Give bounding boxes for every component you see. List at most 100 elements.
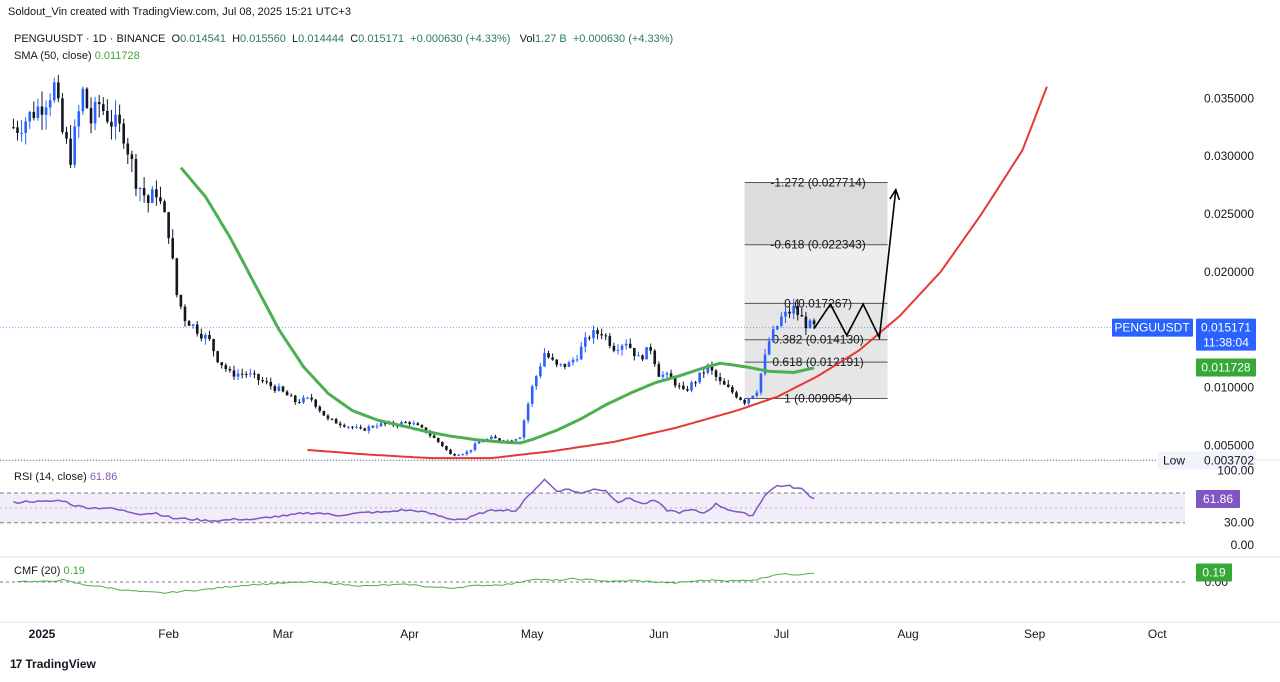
candle-body (649, 347, 652, 351)
candle-body (441, 442, 444, 447)
candle-body (461, 454, 465, 456)
candle-body (52, 82, 56, 101)
candle-body (620, 345, 624, 350)
cmf-legend[interactable]: CMF (20) 0.19 (14, 565, 85, 577)
candle-body (240, 373, 244, 375)
candle-body (334, 419, 338, 424)
candle-body (48, 100, 52, 108)
attribution-text: Soldout_Vin created with TradingView.com… (8, 6, 351, 18)
candle-body (36, 106, 40, 118)
candle-body (612, 345, 616, 351)
candle-body (420, 425, 424, 428)
candle-body (539, 366, 542, 377)
rsi-legend[interactable]: RSI (14, close) 61.86 (14, 471, 117, 483)
time-axis-tick: Sep (1024, 627, 1046, 641)
price-axis-tick: 0.020000 (1204, 265, 1254, 279)
candle-body (755, 392, 759, 396)
candle-body (208, 334, 211, 340)
price-tag-bg (1196, 318, 1256, 351)
candle-body (101, 104, 105, 111)
tradingview-logo[interactable]: 17 TradingView (10, 657, 96, 671)
sma-legend[interactable]: SMA (50, close) 0.011728 (14, 50, 140, 62)
cmf-tag-value: 0.19 (1202, 566, 1226, 580)
candle-body (175, 258, 179, 296)
fib-level-label-0: -1.272 (0.027714) (770, 176, 865, 190)
candle-body (187, 321, 191, 326)
candle-body (563, 363, 567, 367)
price-axis-tick: 0.010000 (1204, 381, 1254, 395)
rsi-legend-value: 61.86 (89, 471, 118, 483)
candle-body (579, 346, 583, 360)
candle-body (494, 436, 497, 439)
candle-body (61, 98, 64, 132)
candle-body (298, 402, 301, 404)
fib-level-label-3: 0.382 (0.014130) (772, 333, 863, 347)
fib-zone-upper (744, 182, 888, 245)
candle-body (200, 333, 203, 339)
candle-body (89, 108, 93, 124)
candle-body (453, 454, 456, 456)
candle-body (73, 126, 76, 165)
rsi-tag-bg (1196, 490, 1240, 509)
candle-body (281, 386, 285, 392)
close-label: C (350, 33, 359, 45)
candle-body (93, 102, 97, 124)
candle-body (359, 427, 362, 429)
volume-value: 1.27 B (534, 33, 567, 45)
projection-arrowhead (889, 187, 901, 201)
symbol-tag-label: PENGUUSDT (1114, 321, 1190, 335)
fib-level-label-1: -0.618 (0.022343) (770, 238, 865, 252)
candle-body (759, 373, 763, 393)
candle-body (314, 399, 317, 407)
candle-body (371, 426, 375, 428)
candle-body (698, 372, 701, 383)
candle-body (195, 324, 199, 334)
candle-body (375, 426, 379, 428)
volume-change: +0.000630 (+4.33%) (572, 33, 674, 45)
candle-body (637, 355, 640, 357)
time-axis-tick: Feb (158, 627, 179, 641)
rsi-axis-tick: 30.00 (1224, 516, 1254, 530)
candle-body (383, 423, 387, 425)
candle-body (114, 114, 117, 127)
candle-body (457, 454, 460, 456)
candle-body (416, 423, 420, 426)
candle-body (77, 111, 81, 127)
candle-body (159, 197, 162, 202)
low-label: L (292, 33, 299, 45)
candle-body (661, 374, 665, 377)
parabolic-support-curve (307, 86, 1048, 460)
sma-tag-bg (1196, 358, 1256, 377)
candle-body (12, 127, 15, 129)
candle-body (220, 362, 224, 366)
low-tag-value: 0.003702 (1204, 453, 1254, 467)
candle-body (628, 343, 632, 348)
candle-body (731, 387, 734, 393)
candle-body (710, 364, 714, 371)
candle-body (686, 389, 689, 391)
fib-level-label-5: 1 (0.009054) (784, 391, 852, 405)
candle-body (490, 436, 493, 440)
fib-zone-lower (744, 303, 888, 399)
candle-body (142, 188, 146, 196)
candle-body (379, 423, 383, 427)
cmf-tag-bg (1196, 563, 1232, 582)
candle-body (85, 88, 89, 109)
candle-body (322, 410, 326, 416)
candle-body (469, 449, 473, 452)
candle-body (224, 365, 228, 370)
candle-body (690, 382, 693, 391)
symbol-line[interactable]: PENGUUSDT · 1D · BINANCE (14, 33, 166, 45)
low-value: 0.014444 (298, 33, 345, 45)
candle-body (97, 102, 101, 105)
candle-body (776, 325, 779, 330)
candle-body (44, 107, 48, 115)
candle-body (24, 121, 27, 133)
time-axis-tick: Oct (1148, 627, 1167, 641)
candle-body (179, 295, 183, 307)
candle-body (155, 189, 158, 198)
candle-body (351, 426, 354, 428)
candle-body (20, 132, 23, 134)
candle-body (481, 441, 485, 443)
